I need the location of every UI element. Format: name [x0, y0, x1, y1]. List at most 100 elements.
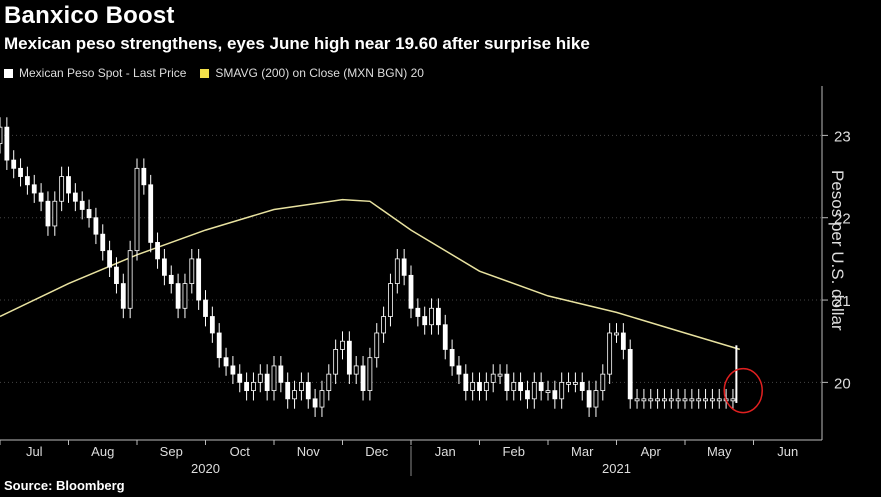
price-candle-38: [257, 373, 263, 383]
year-label-2021: 2021: [602, 461, 631, 476]
price-candle-55: [374, 332, 380, 359]
price-candle-73: [497, 373, 503, 377]
price-candle-69: [470, 381, 476, 392]
price-candle-96: [655, 398, 660, 402]
price-candle-52: [353, 365, 359, 375]
price-candle-29: [196, 258, 202, 301]
price-candle-35: [237, 373, 243, 383]
price-candle-5: [31, 184, 37, 194]
price-candle-64: [435, 307, 441, 326]
price-candle-100: [682, 398, 688, 402]
price-candle-70: [477, 381, 482, 392]
price-candle-39: [264, 373, 270, 392]
price-candle-67: [456, 365, 462, 375]
price-candle-31: [209, 316, 215, 334]
price-candle-61: [415, 307, 421, 317]
x-tick-label-jan: Jan: [435, 444, 456, 459]
price-candle-79: [538, 381, 544, 392]
price-candle-57: [388, 283, 393, 317]
price-candle-43: [292, 390, 297, 400]
price-candle-16: [107, 250, 112, 268]
price-candle-76: [518, 381, 523, 392]
price-candle-46: [312, 398, 318, 408]
price-candle-95: [648, 398, 654, 402]
price-candle-86: [586, 390, 592, 408]
price-candle-30: [203, 299, 208, 317]
price-candle-107: [730, 398, 736, 402]
price-candle-19: [127, 250, 133, 309]
price-candle-48: [326, 373, 332, 392]
price-candle-94: [641, 398, 647, 402]
price-candle-47: [319, 390, 325, 408]
chart-title: Banxico Boost: [4, 2, 175, 29]
price-candle-93: [634, 398, 640, 402]
price-candle-60: [408, 274, 414, 309]
price-candle-104: [710, 398, 715, 402]
price-candle-62: [422, 316, 428, 326]
price-candle-6: [38, 192, 44, 202]
price-candle-58: [394, 258, 400, 284]
x-tick-label-dec: Dec: [365, 444, 389, 459]
price-candle-89: [607, 332, 613, 375]
price-candle-63: [429, 307, 434, 326]
price-candle-77: [525, 390, 530, 400]
series-line-sma: [0, 198, 741, 351]
price-candle-87: [593, 390, 599, 408]
price-candle-78: [531, 381, 537, 400]
price-candle-32: [216, 332, 222, 359]
x-tick-label-sep: Sep: [160, 444, 183, 459]
price-candle-71: [483, 381, 489, 392]
price-candle-0: [0, 126, 3, 145]
price-candle-22: [148, 184, 154, 243]
price-candle-41: [278, 365, 284, 383]
price-candle-98: [668, 398, 674, 402]
chart-subtitle: Mexican peso strengthens, eyes June high…: [4, 34, 590, 53]
price-candle-97: [662, 398, 667, 402]
price-candle-7: [45, 200, 51, 227]
x-tick-label-aug: Aug: [91, 444, 114, 459]
price-candle-3: [18, 167, 23, 177]
price-candle-91: [620, 332, 626, 350]
price-candle-13: [86, 209, 92, 219]
price-candle-37: [251, 381, 256, 392]
legend-swatch-sma: [200, 68, 210, 78]
price-candle-102: [696, 398, 702, 402]
price-candle-20: [134, 167, 140, 252]
price-candle-44: [298, 381, 304, 392]
price-candle-15: [100, 233, 106, 252]
price-candle-84: [573, 381, 578, 385]
y-tick-label-0: 20: [834, 375, 851, 392]
legend-swatch-price: [4, 68, 13, 78]
price-candle-33: [223, 357, 229, 367]
price-candle-74: [504, 373, 510, 392]
x-tick-label-mar: Mar: [571, 444, 594, 459]
price-candle-10: [66, 176, 71, 194]
legend-label-price: Mexican Peso Spot - Last Price: [19, 66, 187, 80]
price-candle-45: [305, 381, 311, 400]
price-candle-65: [442, 324, 448, 350]
price-candle-75: [511, 381, 517, 392]
y-axis-label: Pesos per U.S. dollar: [828, 170, 847, 331]
price-candle-72: [490, 373, 496, 383]
y-tick-label-1: 21: [834, 293, 851, 310]
price-candle-51: [346, 340, 352, 375]
year-label-2020: 2020: [191, 461, 220, 476]
price-candle-8: [52, 200, 58, 227]
price-candle-101: [689, 398, 695, 402]
price-candle-36: [244, 381, 250, 392]
price-candle-81: [552, 390, 558, 400]
price-candle-92: [627, 349, 633, 400]
price-candle-21: [141, 167, 147, 186]
price-candle-11: [72, 192, 78, 202]
price-candle-23: [155, 242, 160, 260]
highlight-circle: [723, 367, 763, 414]
price-candle-24: [161, 258, 167, 276]
price-candle-105: [716, 398, 722, 402]
price-candle-1: [4, 126, 10, 161]
price-candle-50: [340, 340, 345, 350]
price-candle-34: [230, 365, 236, 375]
price-candle-28: [189, 258, 195, 284]
price-candle-25: [168, 274, 174, 284]
x-tick-label-nov: Nov: [297, 444, 321, 459]
